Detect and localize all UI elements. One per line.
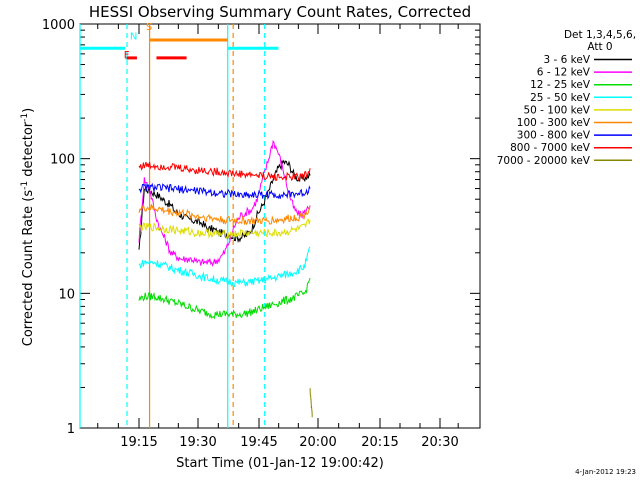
legend-label: 50 - 100 keV [523,104,590,116]
y-tick-label: 100 [50,153,75,168]
flag-s: S [146,22,152,33]
y-tick-label: 1 [67,422,75,437]
x-tick-label: 19:15 [120,435,157,450]
legend-label: 7000 - 20000 keV [497,155,591,167]
y-tick-label: 1000 [42,18,75,33]
y-tick-label: 10 [58,287,75,302]
series-line [138,139,311,267]
series-line [138,204,311,226]
legend-label: 3 - 6 keV [543,54,590,66]
series-line [138,161,311,182]
legend-label: 800 - 7000 keV [510,142,591,154]
series-line [309,388,313,418]
x-tick-label: 20:00 [299,435,336,450]
series-line [138,218,311,239]
legend-label: 25 - 50 keV [530,92,591,104]
legend-label: 12 - 25 keV [530,79,591,91]
x-tick-label: 19:45 [240,435,277,450]
series-line [138,277,311,320]
x-tick-label: 20:15 [361,435,398,450]
plot-area: 1 10 100 1000 19:15 19:30 19:45 20:00 20:15 20:30… [42,18,481,450]
x-tick-label: 19:30 [179,435,216,450]
timestamp: 4-Jan-2012 19:23 [575,468,636,476]
legend-header: Det 1,3,4,5,6, [564,29,636,41]
series-line [138,182,311,200]
x-axis-label: Start Time (01-Jan-12 19:00:42) [176,456,384,471]
legend-header: Att 0 [587,41,612,53]
y-axis-label: Corrected Count Rate (s-1 detector-1) [20,108,36,346]
chart-title: HESSI Observing Summary Count Rates, Cor… [89,3,471,21]
legend-label: 300 - 800 keV [517,130,591,142]
flag-f: F [124,50,130,61]
x-tick-label: 20:30 [421,435,458,450]
legend-label: 100 - 300 keV [517,117,591,129]
legend-label: 6 - 12 keV [537,67,591,79]
flag-n: N [130,31,137,42]
series-line [138,246,311,288]
